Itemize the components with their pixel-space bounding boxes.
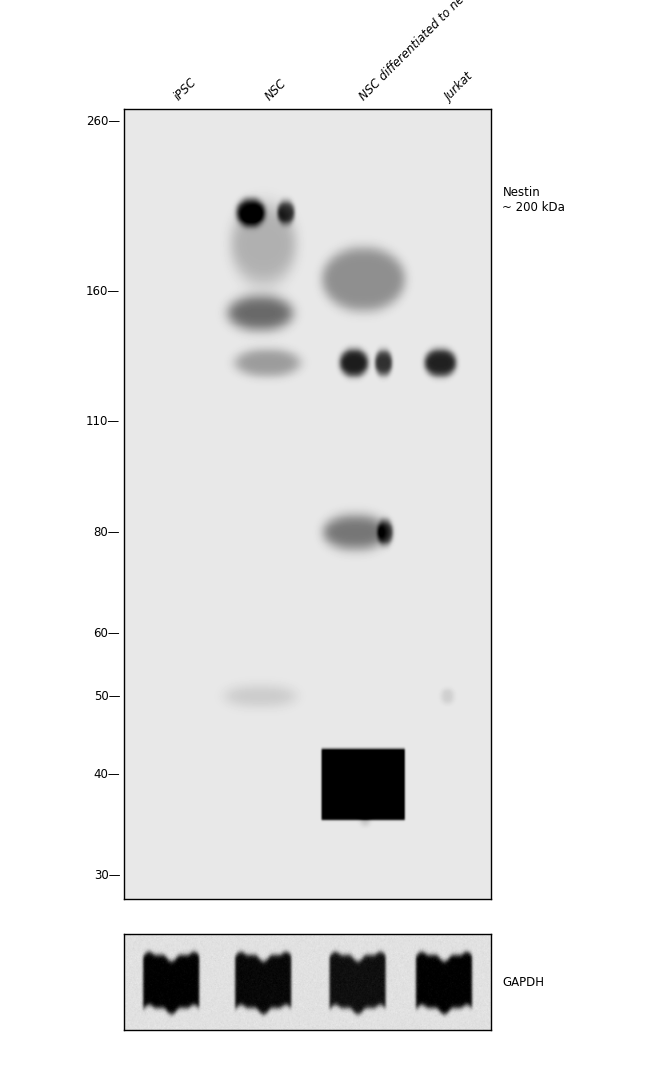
- Text: Nestin
~ 200 kDa: Nestin ~ 200 kDa: [502, 186, 566, 215]
- Text: Jurkat: Jurkat: [443, 70, 476, 104]
- Text: 260—: 260—: [86, 116, 120, 129]
- Text: 160—: 160—: [86, 284, 120, 298]
- Text: 80—: 80—: [94, 526, 120, 540]
- Text: NSC: NSC: [263, 77, 289, 104]
- Text: 60—: 60—: [94, 627, 120, 640]
- Text: 50—: 50—: [94, 690, 120, 703]
- Text: 40—: 40—: [94, 768, 120, 782]
- Text: NSC differentiated to neurons: NSC differentiated to neurons: [357, 0, 490, 104]
- Text: GAPDH: GAPDH: [502, 976, 545, 989]
- Text: iPSC: iPSC: [171, 76, 199, 104]
- Text: 30—: 30—: [94, 869, 120, 882]
- Text: 110—: 110—: [86, 415, 120, 428]
